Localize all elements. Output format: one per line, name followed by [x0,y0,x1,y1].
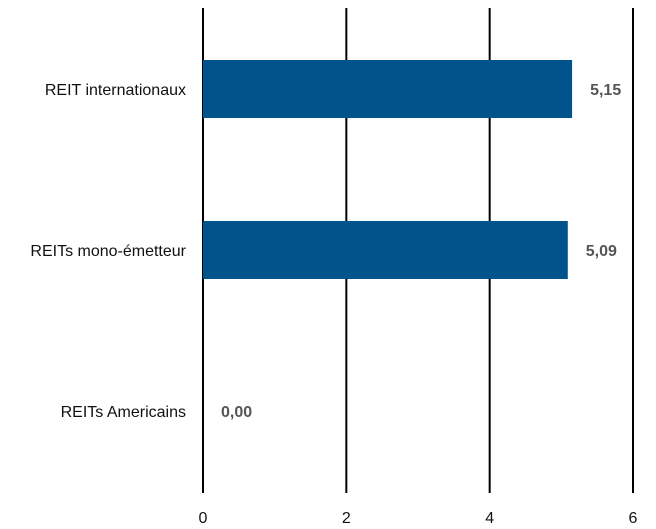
category-label-3: REITs Americains [61,404,186,421]
data-label-3: 0,00 [221,404,252,421]
bars [203,60,573,279]
bar-2 [203,221,568,279]
x-tick-label-2: 2 [342,510,351,527]
x-tick-label-0: 0 [199,510,208,527]
x-tick-label-4: 4 [485,510,494,527]
category-label-1: REIT internationaux [45,82,186,99]
x-axis-tick-labels: 0 2 4 6 [199,510,638,527]
data-labels: 5,15 5,09 0,00 [221,82,621,421]
data-label-1: 5,15 [590,82,621,99]
bar-1 [203,60,573,118]
category-labels: REIT internationaux REITs mono-émetteur RE… [30,82,186,421]
data-label-2: 5,09 [586,243,617,260]
x-tick-label-6: 6 [629,510,638,527]
category-label-2: REITs mono-émetteur [30,243,186,260]
